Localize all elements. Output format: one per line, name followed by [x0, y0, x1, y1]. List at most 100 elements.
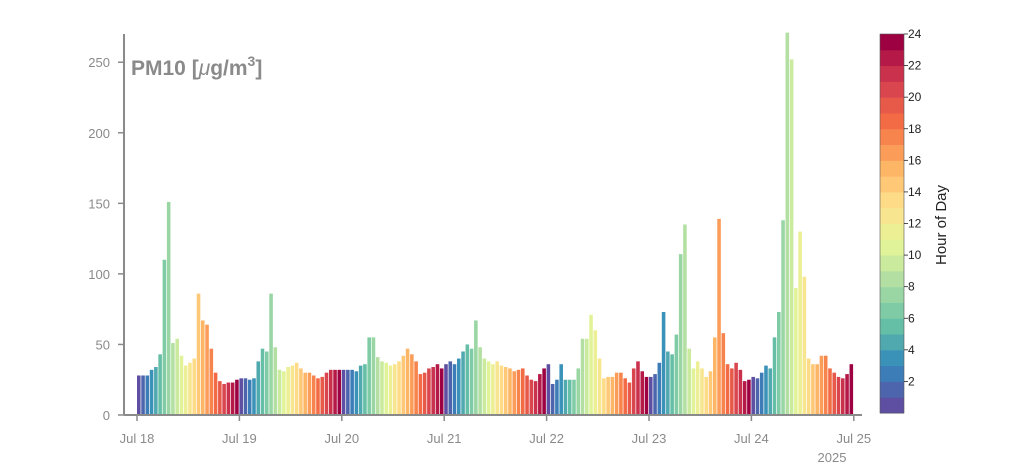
bar — [819, 355, 824, 415]
bar — [235, 379, 239, 415]
bar — [832, 372, 837, 415]
bar — [683, 224, 687, 415]
bar — [162, 259, 167, 415]
bar — [823, 355, 828, 415]
bar — [384, 362, 389, 415]
bar — [576, 368, 581, 415]
bar — [730, 368, 734, 415]
bar — [243, 378, 248, 415]
bar — [350, 369, 354, 415]
colorbar-segment — [880, 397, 904, 414]
bar — [704, 376, 709, 415]
bar — [815, 364, 819, 415]
colorbar-segment — [880, 381, 904, 398]
bar — [282, 371, 286, 415]
bar — [418, 374, 423, 415]
bar — [316, 378, 320, 415]
bar — [201, 320, 205, 415]
colorbar-segment — [880, 144, 904, 161]
bar — [179, 355, 184, 415]
bar — [734, 362, 738, 415]
bar — [461, 351, 465, 415]
bar — [602, 378, 606, 415]
colorbar-segment — [880, 128, 904, 146]
bar — [606, 376, 610, 415]
colorbar-segment — [880, 223, 904, 240]
bar — [375, 357, 380, 415]
bar — [444, 364, 448, 415]
x-tick-label: Jul 21 — [427, 431, 462, 446]
bar — [555, 379, 559, 415]
bar — [713, 337, 717, 415]
bar — [299, 368, 303, 415]
bar — [465, 344, 470, 415]
colorbar-tick-label: 12 — [908, 217, 922, 231]
bar — [738, 369, 743, 415]
bar — [529, 379, 534, 415]
bar — [789, 59, 794, 416]
bar — [149, 369, 154, 415]
bar — [311, 375, 316, 415]
colorbar-tick-label: 14 — [908, 185, 922, 199]
bar — [695, 361, 700, 415]
bar — [755, 378, 760, 415]
bar — [277, 369, 282, 415]
bar — [252, 378, 256, 415]
bar — [226, 382, 231, 415]
bar — [636, 361, 640, 415]
bar — [205, 324, 209, 415]
bar — [798, 231, 802, 415]
bar — [674, 334, 679, 415]
y-tick-label: 150 — [88, 196, 110, 211]
x-tick-label: Jul 24 — [734, 431, 769, 446]
bars-group — [137, 32, 854, 416]
bar — [512, 371, 517, 415]
colorbar-segment — [880, 112, 904, 130]
title-mu: μ — [198, 57, 211, 80]
bar — [794, 288, 798, 415]
bar — [742, 381, 747, 415]
bar — [218, 381, 222, 415]
bar — [725, 364, 730, 415]
bar — [273, 347, 278, 415]
bar — [333, 369, 337, 415]
bar — [171, 343, 175, 415]
bar — [550, 383, 555, 415]
bar — [380, 361, 384, 415]
bar — [154, 367, 158, 415]
bar — [678, 254, 683, 415]
bar — [661, 311, 666, 415]
bar — [623, 378, 627, 415]
bar — [717, 218, 721, 415]
bar — [666, 351, 670, 415]
colorbar-tick-label: 22 — [908, 59, 922, 73]
bar — [183, 365, 188, 415]
x-axis-ticks: Jul 18 Jul 19 Jul 20 Jul 21 Jul 22 Jul 23 Jul … — [120, 415, 871, 446]
bar — [397, 361, 401, 415]
y-tick-label: 250 — [88, 55, 110, 70]
x-tick-label: Jul 22 — [529, 431, 564, 446]
bar — [670, 354, 674, 415]
bar — [175, 338, 179, 415]
bar — [329, 369, 333, 415]
bar — [324, 372, 329, 415]
bar — [644, 376, 649, 415]
bar — [337, 369, 342, 415]
bar — [346, 369, 350, 415]
colorbar-segment — [880, 49, 904, 67]
title-main: PM10 [ — [131, 57, 199, 80]
colorbar-segment — [880, 160, 904, 177]
bar — [708, 371, 713, 415]
y-axis-ticks: 0 50 100 150 200 250 — [88, 55, 124, 423]
bar — [516, 369, 521, 415]
bar — [508, 368, 512, 415]
bar — [469, 348, 474, 415]
bar — [781, 220, 785, 415]
bar — [525, 375, 529, 415]
bar — [393, 364, 397, 415]
bar — [559, 364, 563, 415]
colorbar-segment — [880, 97, 904, 114]
bar — [841, 378, 845, 415]
colorbar-segment — [880, 176, 904, 193]
